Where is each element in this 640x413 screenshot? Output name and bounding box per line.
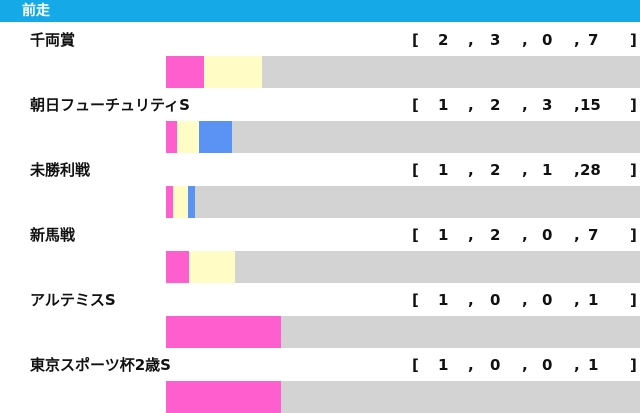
second-place-segment — [189, 251, 235, 283]
record-c3: 0 — [542, 31, 553, 49]
header-bar: 前走 — [0, 0, 640, 22]
second-place-segment — [204, 56, 262, 88]
record-open: [ — [412, 31, 419, 49]
record-c4: 7 — [588, 31, 599, 49]
record-c4: 15 — [580, 96, 601, 114]
race-name: アルテミスS — [30, 291, 116, 309]
record-bar — [166, 121, 640, 153]
record-close: ] — [630, 291, 637, 309]
third-place-segment — [198, 121, 232, 153]
record-bar — [166, 56, 640, 88]
record-s2: , — [522, 356, 528, 374]
record-c4: 28 — [580, 161, 601, 179]
first-place-segment — [166, 121, 177, 153]
record-c2: 3 — [490, 31, 501, 49]
record-c3: 1 — [542, 161, 553, 179]
record-open: [ — [412, 291, 419, 309]
record-c1: 1 — [438, 356, 449, 374]
record-s2: , — [522, 161, 528, 179]
first-place-segment — [166, 316, 281, 348]
record-s3: , — [574, 161, 580, 179]
record-s2: , — [522, 31, 528, 49]
race-name: 朝日フューチュリティS — [30, 96, 190, 114]
record-s3: , — [574, 356, 580, 374]
record-c1: 2 — [438, 31, 449, 49]
record-c1: 1 — [438, 161, 449, 179]
record-c4: 1 — [588, 291, 599, 309]
record-c2: 0 — [490, 291, 501, 309]
record-s1: , — [468, 31, 474, 49]
record-s2: , — [522, 291, 528, 309]
race-name: 未勝利戦 — [30, 161, 91, 179]
record-open: [ — [412, 161, 419, 179]
record-c3: 0 — [542, 226, 553, 244]
record-c2: 0 — [490, 356, 501, 374]
record-s1: , — [468, 226, 474, 244]
record-s3: , — [574, 31, 580, 49]
record-s2: , — [522, 226, 528, 244]
race-name: 新馬戦 — [30, 226, 76, 244]
record-c3: 0 — [542, 291, 553, 309]
race-name: 千両賞 — [30, 31, 76, 49]
third-place-segment — [187, 186, 195, 218]
record-s3: , — [574, 226, 580, 244]
record-open: [ — [412, 96, 419, 114]
record-c1: 1 — [438, 96, 449, 114]
record-s2: , — [522, 96, 528, 114]
record-c3: 3 — [542, 96, 553, 114]
record-close: ] — [630, 226, 637, 244]
record-c3: 0 — [542, 356, 553, 374]
first-place-segment — [166, 186, 174, 218]
record-s1: , — [468, 161, 474, 179]
record-s1: , — [468, 356, 474, 374]
record-c2: 2 — [490, 226, 501, 244]
record-c1: 1 — [438, 226, 449, 244]
record-s1: , — [468, 96, 474, 114]
first-place-segment — [166, 381, 281, 413]
record-s1: , — [468, 291, 474, 309]
record-open: [ — [412, 356, 419, 374]
record-close: ] — [630, 96, 637, 114]
record-bar — [166, 316, 640, 348]
record-close: ] — [630, 31, 637, 49]
record-close: ] — [630, 161, 637, 179]
record-bar — [166, 186, 640, 218]
second-place-segment — [173, 186, 188, 218]
record-bar — [166, 251, 640, 283]
race-name: 東京スポーツ杯2歳S — [30, 356, 171, 374]
second-place-segment — [176, 121, 199, 153]
record-close: ] — [630, 356, 637, 374]
record-c4: 1 — [588, 356, 599, 374]
header-title: 前走 — [22, 3, 50, 19]
record-s3: , — [574, 291, 580, 309]
first-place-segment — [166, 251, 189, 283]
record-open: [ — [412, 226, 419, 244]
record-c1: 1 — [438, 291, 449, 309]
record-c4: 7 — [588, 226, 599, 244]
first-place-segment — [166, 56, 205, 88]
record-bar — [166, 381, 640, 413]
record-c2: 2 — [490, 96, 501, 114]
record-c2: 2 — [490, 161, 501, 179]
record-s3: , — [574, 96, 580, 114]
